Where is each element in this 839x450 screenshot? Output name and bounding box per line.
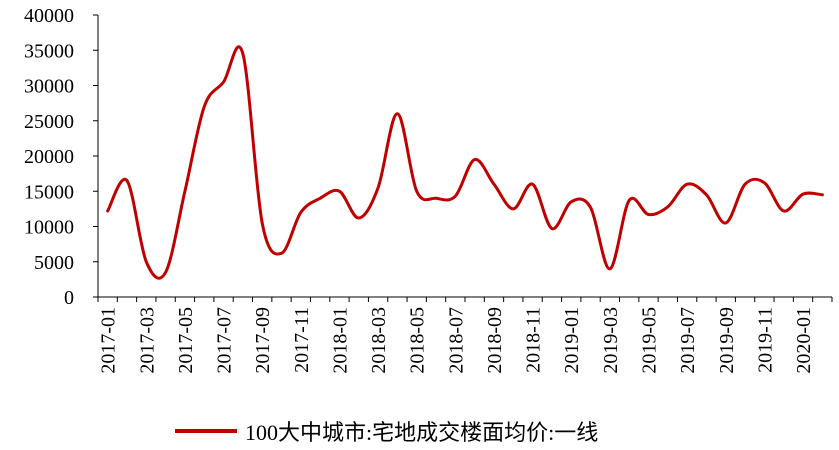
data-point	[280, 252, 283, 255]
data-point	[473, 158, 476, 161]
x-tick-label: 2017-09	[252, 307, 274, 374]
data-point	[377, 186, 380, 189]
data-point	[589, 206, 592, 209]
y-tick-label: 40000	[24, 5, 74, 27]
data-point	[125, 179, 128, 182]
x-tick-label: 2019-01	[561, 307, 583, 374]
legend-line-swatch	[175, 429, 237, 433]
x-tick-label: 2018-03	[368, 307, 390, 374]
data-point	[454, 195, 457, 198]
data-point	[666, 205, 669, 208]
y-tick-label: 20000	[24, 146, 74, 168]
legend-label: 100大中城市:宅地成交楼面均价:一线	[245, 420, 599, 445]
x-tick-label: 2017-05	[175, 307, 197, 374]
y-tick-label: 0	[64, 287, 74, 309]
data-point	[550, 227, 553, 230]
y-tick-label: 15000	[24, 181, 74, 203]
data-point	[299, 211, 302, 214]
x-tick-label: 2017-11	[291, 307, 313, 373]
data-point	[744, 183, 747, 186]
x-tick-label: 2019-09	[716, 307, 738, 374]
data-point	[222, 80, 225, 83]
data-point	[531, 183, 534, 186]
data-point	[782, 209, 785, 212]
x-tick-label: 2018-09	[484, 307, 506, 374]
data-point	[357, 217, 360, 220]
data-point	[106, 209, 109, 212]
data-point	[724, 221, 727, 224]
y-tick-label: 35000	[24, 40, 74, 62]
x-tick-label: 2017-01	[98, 307, 120, 374]
legend: 100大中城市:宅地成交楼面均价:一线	[175, 414, 598, 448]
data-point	[705, 193, 708, 196]
x-tick-label: 2019-05	[639, 307, 661, 374]
data-point	[203, 105, 206, 108]
data-point	[763, 181, 766, 184]
x-tick-label: 2017-07	[214, 307, 236, 374]
x-tick-label: 2019-03	[600, 307, 622, 374]
data-point	[628, 199, 631, 202]
x-tick-label: 2017-03	[136, 307, 158, 374]
data-point	[164, 271, 167, 274]
x-tick-label: 2018-11	[523, 307, 545, 373]
x-axis-ticks: 2017-01 2017-03 2017-05 2017-07 2017-09 2017-…	[97, 297, 833, 374]
data-point	[686, 183, 689, 186]
data-point	[608, 267, 611, 270]
y-tick-label: 10000	[24, 217, 74, 239]
y-tick-label: 30000	[24, 76, 74, 98]
data-point	[241, 52, 244, 55]
data-point	[183, 190, 186, 193]
data-point	[319, 197, 322, 200]
y-axis-ticks: 0 5000 10000 15000 20000 25000 30000 35000 40000	[24, 5, 98, 309]
x-tick-label: 2018-07	[445, 307, 467, 374]
data-point	[570, 200, 573, 203]
data-point	[145, 260, 148, 263]
x-tick-label: 2018-01	[329, 307, 351, 374]
data-point	[261, 221, 264, 224]
y-tick-label: 25000	[24, 111, 74, 133]
data-point	[802, 193, 805, 196]
data-point	[396, 112, 399, 115]
data-point	[492, 183, 495, 186]
x-tick-label: 2020-01	[793, 307, 815, 374]
data-point	[415, 190, 418, 193]
x-tick-label: 2019-11	[754, 307, 776, 373]
axes	[97, 15, 832, 298]
data-point	[512, 207, 515, 210]
x-tick-label: 2018-05	[407, 307, 429, 374]
data-point	[821, 193, 824, 196]
data-point	[647, 213, 650, 216]
series-line	[106, 45, 824, 280]
y-tick-label: 5000	[34, 252, 74, 274]
data-point	[435, 197, 438, 200]
x-tick-label: 2019-07	[677, 307, 699, 374]
series-layer	[106, 45, 824, 280]
data-point	[338, 190, 341, 193]
